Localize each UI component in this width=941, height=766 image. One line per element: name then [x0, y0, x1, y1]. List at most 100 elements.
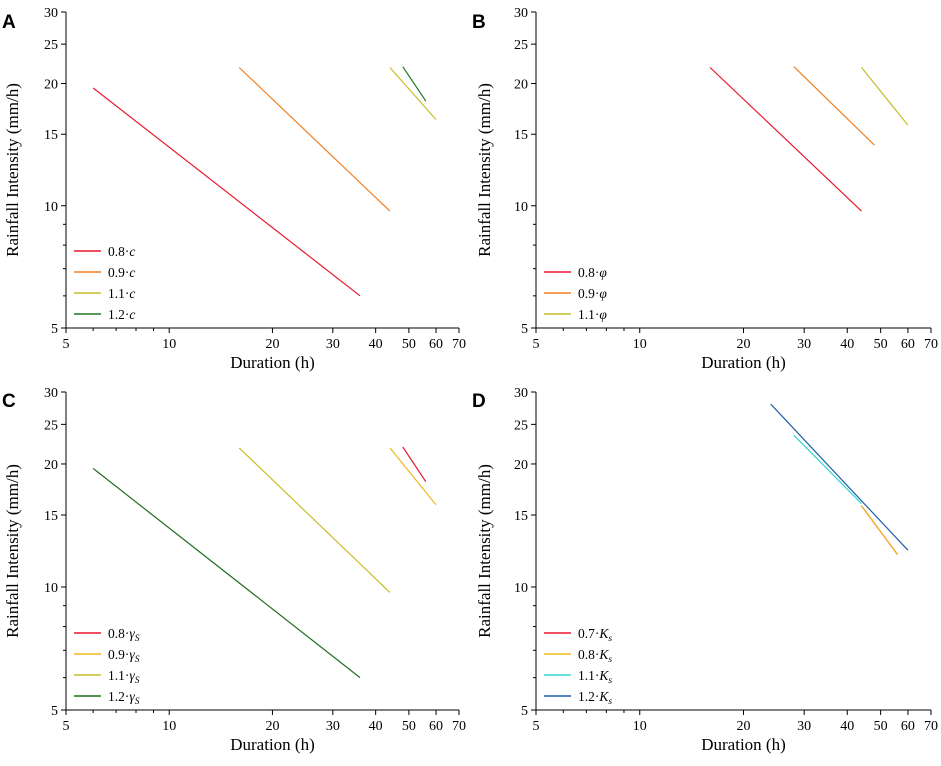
y-tick-label: 30 — [44, 6, 58, 21]
y-tick-label: 10 — [44, 581, 58, 596]
legend-label: 0.9·φ — [578, 286, 607, 301]
y-tick-label: 20 — [44, 78, 58, 93]
y-tick-label: 25 — [44, 38, 58, 53]
legend-label: 0.8·φ — [578, 265, 607, 280]
series-line-4 — [770, 403, 909, 551]
x-tick-label: 30 — [326, 337, 340, 352]
x-tick-label: 30 — [797, 719, 811, 734]
x-tick-label: 50 — [402, 719, 416, 734]
y-tick-label: 10 — [514, 200, 528, 215]
x-tick-label: 20 — [736, 337, 750, 352]
series-line-1 — [709, 67, 862, 212]
x-tick-label: 10 — [633, 337, 647, 352]
legend-label: 1.1·γS — [108, 668, 140, 686]
legend-label: 1.1·φ — [578, 307, 607, 322]
series-line-2 — [389, 447, 437, 506]
y-tick-label: 30 — [514, 6, 528, 21]
y-tick-label: 15 — [44, 128, 58, 143]
legend: 0.8·γS 0.9·γS 1.1·γS 1.2·γS — [74, 626, 140, 707]
x-tick-label: 20 — [265, 719, 279, 734]
series-line-3 — [389, 67, 437, 120]
x-tick-label: 60 — [429, 337, 443, 352]
x-tick-label: 70 — [452, 719, 466, 734]
x-tick-label: 70 — [924, 337, 938, 352]
x-tick-label: 50 — [874, 337, 888, 352]
x-tick-label: 30 — [326, 719, 340, 734]
x-tick-label: 60 — [429, 719, 443, 734]
x-tick-label: 5 — [63, 719, 70, 734]
x-tick-label: 40 — [840, 719, 854, 734]
y-tick-label: 25 — [514, 38, 528, 53]
y-axis-title: Rainfall Intensity (mm/h) — [3, 83, 22, 257]
legend-label: 1.1·Ks — [578, 668, 612, 686]
x-tick-label: 60 — [901, 337, 915, 352]
x-tick-label: 40 — [369, 719, 383, 734]
series-line-2 — [793, 66, 875, 146]
series-line-4 — [92, 468, 361, 679]
y-tick-label: 25 — [514, 418, 528, 433]
x-axis-title: Duration (h) — [230, 735, 315, 754]
legend: 0.8·φ 0.9·φ 1.1·φ — [544, 265, 607, 322]
x-tick-label: 30 — [797, 337, 811, 352]
x-tick-label: 20 — [736, 719, 750, 734]
x-tick-label: 40 — [840, 337, 854, 352]
x-tick-label: 70 — [924, 719, 938, 734]
x-tick-label: 50 — [402, 337, 416, 352]
legend: 0.8·c 0.9·c 1.1·c 1.2·c — [74, 244, 135, 322]
x-tick-label: 10 — [633, 719, 647, 734]
y-tick-label: 15 — [514, 128, 528, 143]
legend-label: 1.1·c — [108, 286, 135, 301]
series-line-2 — [238, 67, 391, 212]
y-tick-label: 30 — [514, 386, 528, 401]
series-line-1 — [402, 446, 427, 483]
panel-letter: C — [2, 391, 16, 412]
y-axis-title: Rainfall Intensity (mm/h) — [475, 83, 494, 257]
y-tick-label: 20 — [514, 78, 528, 93]
panel-letter: D — [472, 391, 486, 412]
legend-label: 1.2·γS — [108, 689, 140, 707]
legend-label: 0.8·Ks — [578, 647, 612, 665]
legend-label: 0.9·γS — [108, 647, 140, 665]
x-axis-title: Duration (h) — [701, 353, 786, 372]
y-axis-title: Rainfall Intensity (mm/h) — [3, 464, 22, 638]
x-tick-label: 10 — [162, 337, 176, 352]
y-tick-label: 15 — [44, 509, 58, 524]
legend-label: 1.2·Ks — [578, 689, 612, 707]
panel-letter: A — [2, 12, 16, 33]
y-tick-label: 10 — [514, 581, 528, 596]
y-tick-label: 10 — [44, 200, 58, 215]
x-tick-label: 20 — [265, 337, 279, 352]
x-tick-label: 70 — [452, 337, 466, 352]
panel-d: D 5 10 20 30 40 50 60 70 5 10 15 20 25 30 Duration (h) R… — [472, 386, 938, 754]
y-tick-label: 20 — [514, 458, 528, 473]
x-axis-title: Duration (h) — [230, 353, 315, 372]
y-tick-label: 5 — [521, 322, 528, 337]
legend-label: 0.8·γS — [108, 626, 140, 644]
y-tick-label: 5 — [521, 704, 528, 719]
y-tick-label: 25 — [44, 418, 58, 433]
y-tick-label: 20 — [44, 458, 58, 473]
panel-letter: B — [472, 12, 486, 33]
y-tick-label: 5 — [51, 704, 58, 719]
panel-b: B 5 10 20 30 40 50 60 70 5 10 15 20 25 30 Duration (h) R… — [472, 6, 938, 372]
x-tick-label: 5 — [533, 719, 540, 734]
series-line-3 — [793, 434, 862, 505]
y-axis-title: Rainfall Intensity (mm/h) — [475, 464, 494, 638]
legend-label: 0.9·c — [108, 265, 135, 280]
y-tick-label: 30 — [44, 386, 58, 401]
series-line-3 — [861, 67, 909, 126]
x-tick-label: 10 — [162, 719, 176, 734]
series-line-3 — [238, 447, 391, 593]
x-tick-label: 5 — [533, 337, 540, 352]
y-tick-label: 5 — [51, 322, 58, 337]
panel-a: A 5 10 20 30 40 50 60 70 5 10 15 20 25 30 Duration (h) R… — [2, 6, 466, 372]
x-tick-label: 50 — [874, 719, 888, 734]
series-line-1 — [92, 87, 361, 297]
legend-label: 0.8·c — [108, 244, 135, 259]
legend: 0.7·Ks 0.8·Ks 1.1·Ks 1.2·Ks — [544, 626, 612, 707]
series-line-4 — [402, 66, 427, 102]
x-axis-title: Duration (h) — [701, 735, 786, 754]
x-tick-label: 40 — [369, 337, 383, 352]
x-tick-label: 60 — [901, 719, 915, 734]
series-line-2 — [861, 505, 899, 555]
